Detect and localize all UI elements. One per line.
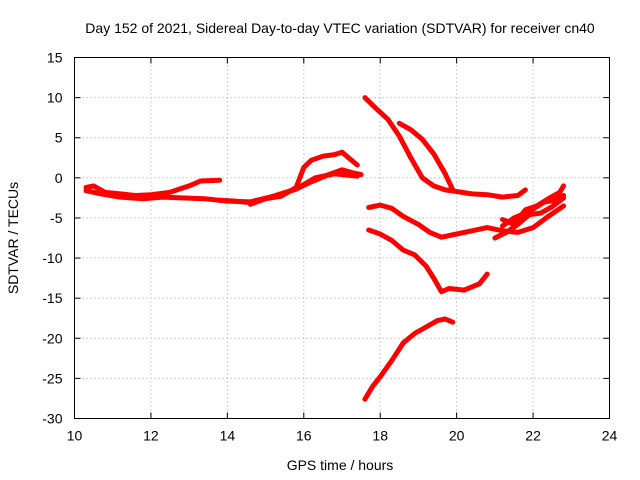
series-line-track-3 <box>217 149 360 206</box>
y-tick-label: 10 <box>47 90 63 106</box>
series-line-track-6 <box>396 120 456 193</box>
series-line-track-5 <box>362 95 528 200</box>
y-axis-label: SDTVAR / TECUs <box>5 182 21 294</box>
series-line-track-9 <box>492 195 567 241</box>
chart-title: Day 152 of 2021, Sidereal Day-to-day VTE… <box>85 20 595 36</box>
y-tick-label: -15 <box>42 290 62 306</box>
x-axis-label: GPS time / hours <box>287 457 394 473</box>
tick-layer: 10 12 14 16 18 20 22 24 -30 -25 -20 -15 -10 -5 0 5 10 15 <box>42 50 617 444</box>
series-line-track-10 <box>500 193 567 229</box>
x-tick-label: 10 <box>67 428 83 444</box>
y-tick-label: 5 <box>55 130 63 146</box>
y-tick-label: -10 <box>42 250 62 266</box>
x-tick-label: 14 <box>220 428 236 444</box>
plot-frame <box>74 57 610 419</box>
y-tick-label: 0 <box>55 170 63 186</box>
series-line-track-12 <box>362 316 456 402</box>
series-line-track-1 <box>83 177 223 198</box>
x-tick-label: 24 <box>602 428 618 444</box>
x-tick-label: 22 <box>525 428 541 444</box>
x-tick-label: 18 <box>372 428 388 444</box>
y-tick-label: 15 <box>47 50 63 66</box>
series-line-track-4 <box>247 167 364 207</box>
x-tick-label: 16 <box>296 428 312 444</box>
x-tick-label: 12 <box>143 428 159 444</box>
x-tick-label: 20 <box>449 428 465 444</box>
series-line-track-11 <box>366 227 490 295</box>
y-tick-label: -25 <box>42 370 62 386</box>
y-tick-label: -30 <box>42 411 62 427</box>
series-layer <box>83 95 567 402</box>
series-line-track-7 <box>366 202 567 240</box>
grid-layer <box>74 57 610 419</box>
y-tick-label: -20 <box>42 330 62 346</box>
y-tick-label: -5 <box>50 210 63 226</box>
